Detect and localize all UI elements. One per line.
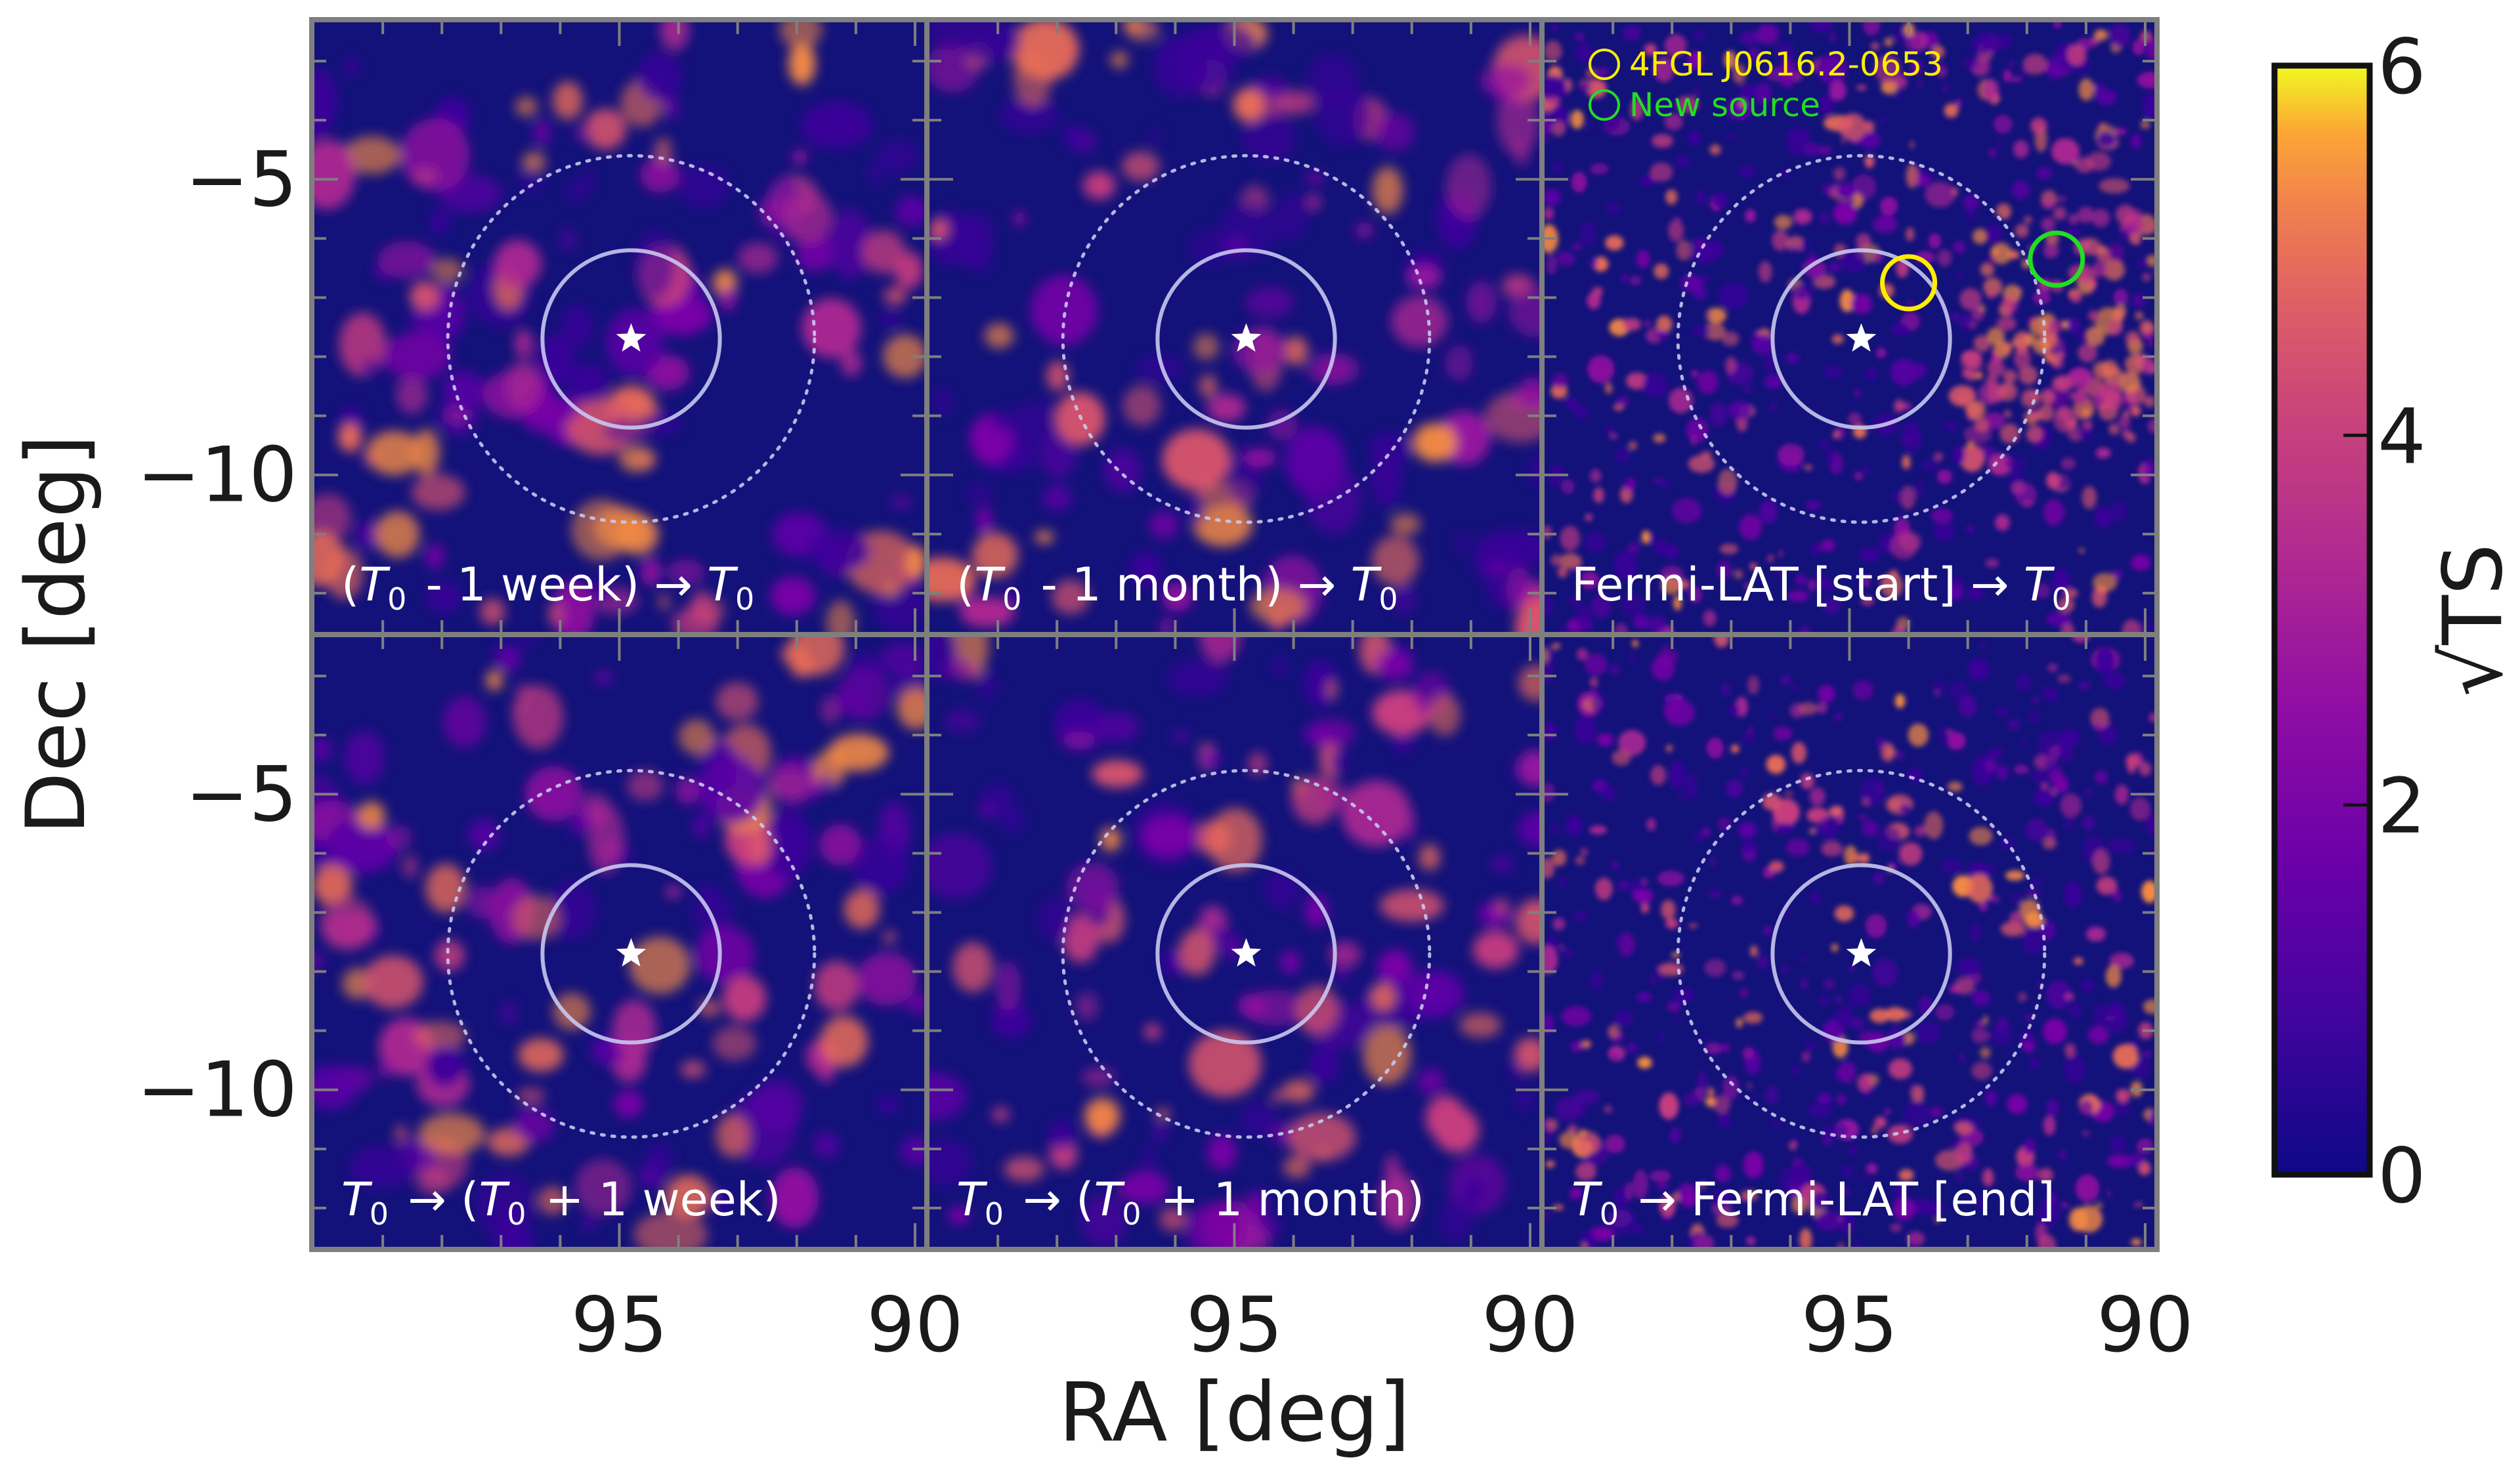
- x-tick-label: 95: [1186, 1281, 1283, 1370]
- colorbar: 0 2 4 6 √TS: [2271, 23, 2520, 1221]
- y-tick-label: −10: [137, 1046, 297, 1135]
- colorbar-frame: [2271, 62, 2373, 1178]
- center-star-marker: [1231, 938, 1262, 967]
- legend-entry: 4FGL J0616.2-0653: [1629, 45, 1943, 83]
- panel-label: (T0 - 1 month) → T0: [956, 558, 1403, 617]
- y-tick-label: −10: [137, 431, 297, 520]
- center-star-marker: [616, 323, 647, 352]
- center-star-marker: [1846, 938, 1877, 967]
- colorbar-gradient: [2274, 66, 2370, 1175]
- panel-label: Fermi-LAT [start] → T0: [1571, 558, 2076, 617]
- x-tick-label: 90: [2097, 1281, 2194, 1370]
- legend-marker: [1589, 89, 1620, 121]
- inner-circle: [1155, 248, 1337, 430]
- outer-dotted-circle: [446, 768, 817, 1139]
- sky-map-panel: T0 → (T0 + 1 month): [924, 632, 1545, 1252]
- panel-frame: [1539, 632, 2160, 1252]
- outer-dotted-circle: [1676, 154, 2047, 524]
- sky-map-panel: T0 → (T0 + 1 week): [309, 632, 929, 1252]
- outer-dotted-circle: [1061, 768, 1432, 1139]
- colorbar-tick-label: 6: [2378, 23, 2426, 112]
- inner-circle: [1770, 863, 1952, 1045]
- x-tick-label: 90: [866, 1281, 964, 1370]
- sky-map-panel: T0 → Fermi-LAT [end]: [1539, 632, 2160, 1252]
- x-tick-label: 95: [1801, 1281, 1898, 1370]
- emission-texture: [1542, 20, 2157, 635]
- panel-label: (T0 - 1 week) → T0: [341, 558, 759, 617]
- colorbar-label: √TS: [2426, 543, 2520, 696]
- emission-texture: [312, 635, 927, 1249]
- emission-texture: [1542, 635, 2157, 1249]
- x-tick-label: 90: [1482, 1281, 1579, 1370]
- emission-texture: [927, 20, 1542, 635]
- inner-circle: [540, 248, 722, 430]
- outer-dotted-circle: [1061, 154, 1432, 524]
- y-axis-title: Dec [deg]: [9, 434, 104, 835]
- panel-label: T0 → (T0 + 1 week): [341, 1173, 781, 1232]
- axes-layer: 95 90 95 90 95 90 −5 −10 −5 −10 RA [deg] Dec [deg]: [9, 135, 2194, 1460]
- y-tick-label: −5: [185, 750, 297, 839]
- legend-entry: New source: [1629, 86, 1820, 124]
- inner-circle: [1155, 863, 1337, 1045]
- panel-label: T0 → Fermi-LAT [end]: [1571, 1173, 2055, 1232]
- y-tick-label: −5: [185, 135, 297, 224]
- source-circle: [2028, 230, 2085, 288]
- emission-texture: [312, 20, 927, 635]
- colorbar-tick-label: 2: [2378, 763, 2426, 851]
- center-star-marker: [616, 938, 647, 967]
- source-circle: [1880, 254, 1938, 312]
- inner-circle: [540, 863, 722, 1045]
- outer-dotted-circle: [446, 154, 817, 524]
- panel-label: T0 → (T0 + 1 month): [956, 1173, 1424, 1232]
- sky-map-panel: Fermi-LAT [start] → T0 4FGL J0616.2-0653…: [1539, 17, 2160, 637]
- colorbar-tick-label: 4: [2378, 392, 2426, 481]
- legend-marker: [1589, 49, 1620, 80]
- inner-circle: [1770, 248, 1952, 430]
- x-axis-title: RA [deg]: [1059, 1366, 1411, 1460]
- x-tick-label: 95: [571, 1281, 668, 1370]
- sky-map-panel: (T0 - 1 month) → T0: [924, 17, 1545, 637]
- colorbar-tick-label: 0: [2378, 1132, 2426, 1221]
- center-star-marker: [1846, 323, 1877, 352]
- center-star-marker: [1231, 323, 1262, 352]
- sky-map-panel: (T0 - 1 week) → T0: [309, 17, 929, 637]
- outer-dotted-circle: [1676, 768, 2047, 1139]
- panels-layer: (T0 - 1 week) → T0 (T0 - 1 month) → T0 F…: [309, 17, 2160, 1252]
